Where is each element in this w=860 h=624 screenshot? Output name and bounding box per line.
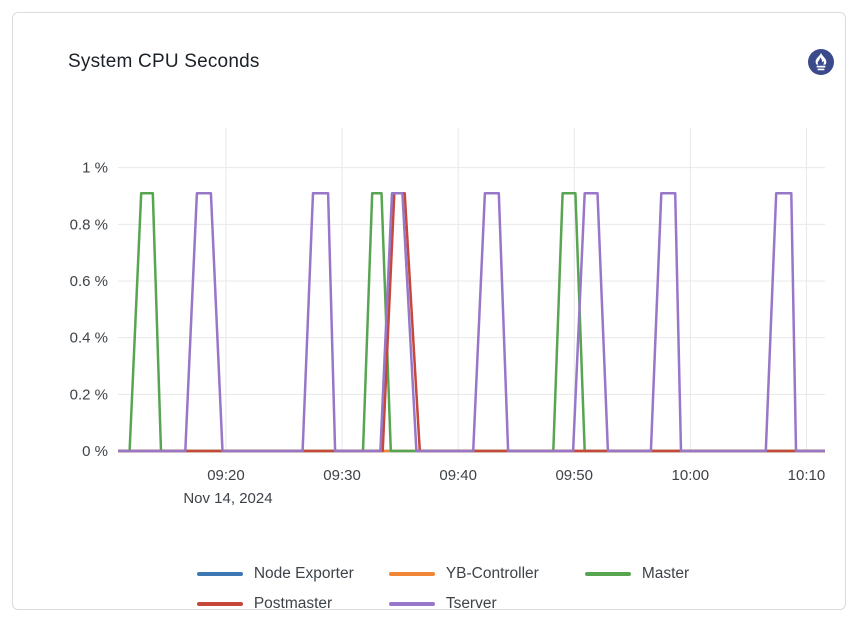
y-tick-label: 0.2 % — [70, 386, 108, 403]
legend-swatch-node-exporter — [196, 571, 243, 576]
legend-item-tserver[interactable]: Tserver — [388, 592, 585, 615]
x-tick-label: 10:10 — [788, 467, 826, 484]
legend-item-master[interactable]: Master — [584, 562, 690, 585]
x-tick-label: 09:50 — [555, 467, 593, 484]
legend-label-postmaster: Postmaster — [253, 594, 333, 612]
y-tick-label: 0.8 % — [70, 216, 108, 233]
legend-swatch-postmaster — [196, 601, 243, 606]
series-line-master — [118, 191, 825, 453]
legend-swatch-master — [584, 571, 631, 576]
panel-card: System CPU Seconds 0 % 0.2 % 0.4 % 0.6 % 0.8… — [12, 12, 846, 612]
legend-item-node-exporter[interactable]: Node Exporter — [196, 562, 389, 585]
x-tick-label: 09:20 — [207, 467, 245, 484]
y-tick-label: 0 % — [82, 443, 108, 460]
prometheus-icon — [808, 49, 834, 75]
page-title: System CPU Seconds — [68, 51, 260, 72]
y-tick-label: 1 % — [82, 160, 108, 177]
legend-label-yb-controller: YB-Controller — [445, 564, 539, 582]
cpu-chart[interactable]: 0 % 0.2 % 0.4 % 0.6 % 0.8 % 1 % 09:20 09:30 09:4… — [13, 13, 860, 533]
y-tick-label: 0.4 % — [70, 330, 108, 347]
series-line-postmaster — [118, 191, 825, 453]
prometheus-torch-bar-1 — [816, 65, 826, 68]
x-tick-label: 09:30 — [323, 467, 361, 484]
prometheus-icon-circle — [808, 49, 834, 75]
x-tick-label: 09:40 — [439, 467, 477, 484]
chart-legend: Node Exporter YB-Controller Master Postmast… — [13, 562, 860, 615]
legend-label-node-exporter: Node Exporter — [253, 564, 354, 582]
legend-label-tserver: Tserver — [445, 594, 497, 612]
prometheus-torch-bar-2 — [817, 68, 825, 71]
legend-label-master: Master — [641, 564, 690, 582]
prometheus-flame — [815, 52, 827, 65]
legend-item-postmaster[interactable]: Postmaster — [196, 592, 389, 615]
legend-swatch-tserver — [388, 601, 435, 606]
series-line-tserver — [118, 191, 825, 453]
legend-swatch-yb-controller — [388, 571, 435, 576]
x-axis-date-label: Nov 14, 2024 — [183, 490, 272, 507]
x-tick-label: 10:00 — [672, 467, 710, 484]
legend-grid: Node Exporter YB-Controller Master Postmast… — [196, 562, 690, 615]
y-tick-label: 0.6 % — [70, 273, 108, 290]
legend-item-yb-controller[interactable]: YB-Controller — [388, 562, 585, 585]
